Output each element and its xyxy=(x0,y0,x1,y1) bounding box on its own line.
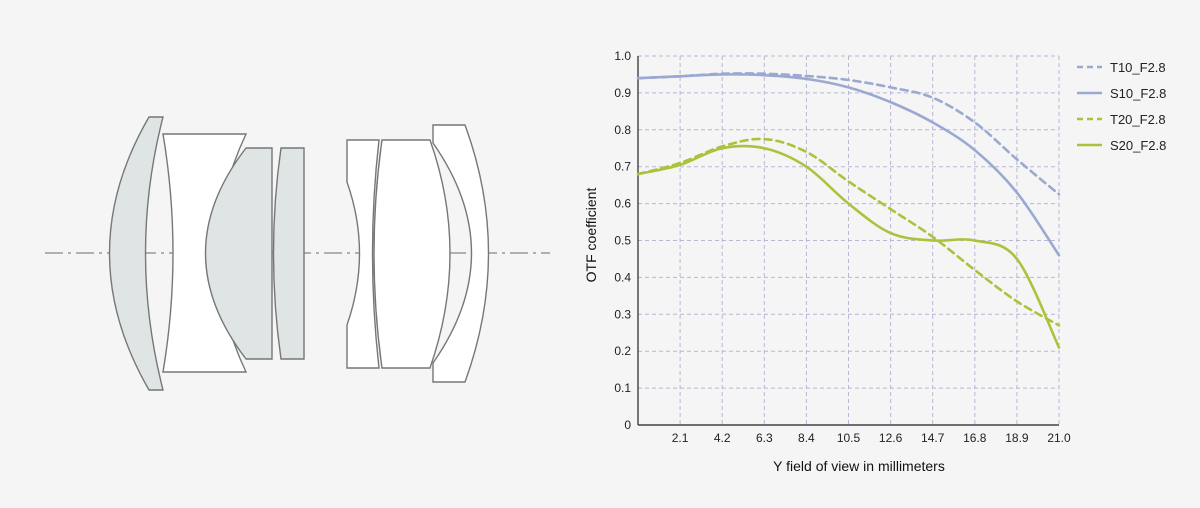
legend-label: S10_F2.8 xyxy=(1110,86,1166,101)
x-tick-label: 10.5 xyxy=(837,431,861,445)
lens-element-4 xyxy=(272,147,305,360)
x-tick-label: 8.4 xyxy=(798,431,815,445)
y-tick-label: 0.8 xyxy=(614,123,631,137)
series-line-s20-f2-8 xyxy=(636,144,1061,349)
x-axis-title: Y field of view in millimeters xyxy=(773,458,945,474)
y-tick-label: 0.9 xyxy=(614,86,631,100)
lens-diagram xyxy=(45,116,550,391)
y-tick-label: 0.4 xyxy=(614,270,631,284)
series-line-t20-f2-8 xyxy=(636,137,1061,327)
y-tick-label: 0.7 xyxy=(614,160,631,174)
y-tick-label: 0.6 xyxy=(614,197,631,211)
y-tick-labels: 0 0.1 0.2 0.3 0.4 0.5 0.6 0.7 0.8 0.9 1.0 xyxy=(614,49,631,432)
chart-series xyxy=(636,72,1061,349)
lens-element-6 xyxy=(373,139,451,369)
lens-element-1 xyxy=(108,116,164,391)
x-tick-label: 12.6 xyxy=(879,431,903,445)
x-tick-label: 14.7 xyxy=(921,431,945,445)
x-tick-label: 21.0 xyxy=(1047,431,1071,445)
y-tick-label: 0.5 xyxy=(614,234,631,248)
lens-element-3 xyxy=(204,147,273,360)
lens-element-5 xyxy=(346,139,380,369)
x-tick-label: 16.8 xyxy=(963,431,987,445)
chart-legend: T10_F2.8 S10_F2.8 T20_F2.8 S20_F2.8 xyxy=(1077,60,1166,153)
x-tick-label: 6.3 xyxy=(756,431,773,445)
x-tick-label: 2.1 xyxy=(672,431,689,445)
legend-label: T20_F2.8 xyxy=(1110,112,1166,127)
chart-axes xyxy=(637,56,1059,426)
y-tick-label: 0.3 xyxy=(614,307,631,321)
x-tick-label: 4.2 xyxy=(714,431,731,445)
y-axis-title: OTF coefficient xyxy=(583,188,599,283)
legend-label: S20_F2.8 xyxy=(1110,138,1166,153)
chart-grid xyxy=(638,55,1060,425)
x-tick-labels: 2.1 4.2 6.3 8.4 10.5 12.6 14.7 16.8 18.9 21.0 xyxy=(672,431,1071,445)
x-tick-label: 18.9 xyxy=(1005,431,1029,445)
y-tick-label: 0 xyxy=(624,418,631,432)
y-tick-label: 0.2 xyxy=(614,344,631,358)
y-tick-label: 1.0 xyxy=(614,49,631,63)
legend-label: T10_F2.8 xyxy=(1110,60,1166,75)
series-line-s10-f2-8 xyxy=(636,73,1061,257)
y-tick-label: 0.1 xyxy=(614,381,631,395)
lens-element-7 xyxy=(432,124,490,383)
